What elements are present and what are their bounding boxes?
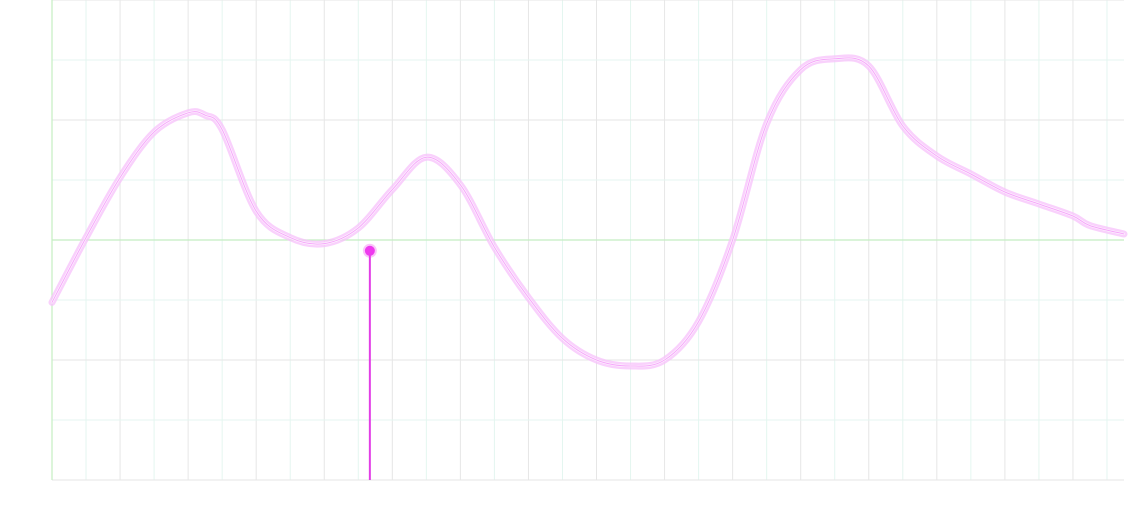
- axis-layer: [51, 0, 1124, 480]
- series-line-core: [50, 56, 1126, 368]
- highlight-layer: [362, 243, 377, 480]
- series-line: [51, 57, 1125, 367]
- series-layer: [48, 54, 1128, 370]
- series-line-glow: [48, 54, 1128, 370]
- highlight-marker: [364, 245, 375, 256]
